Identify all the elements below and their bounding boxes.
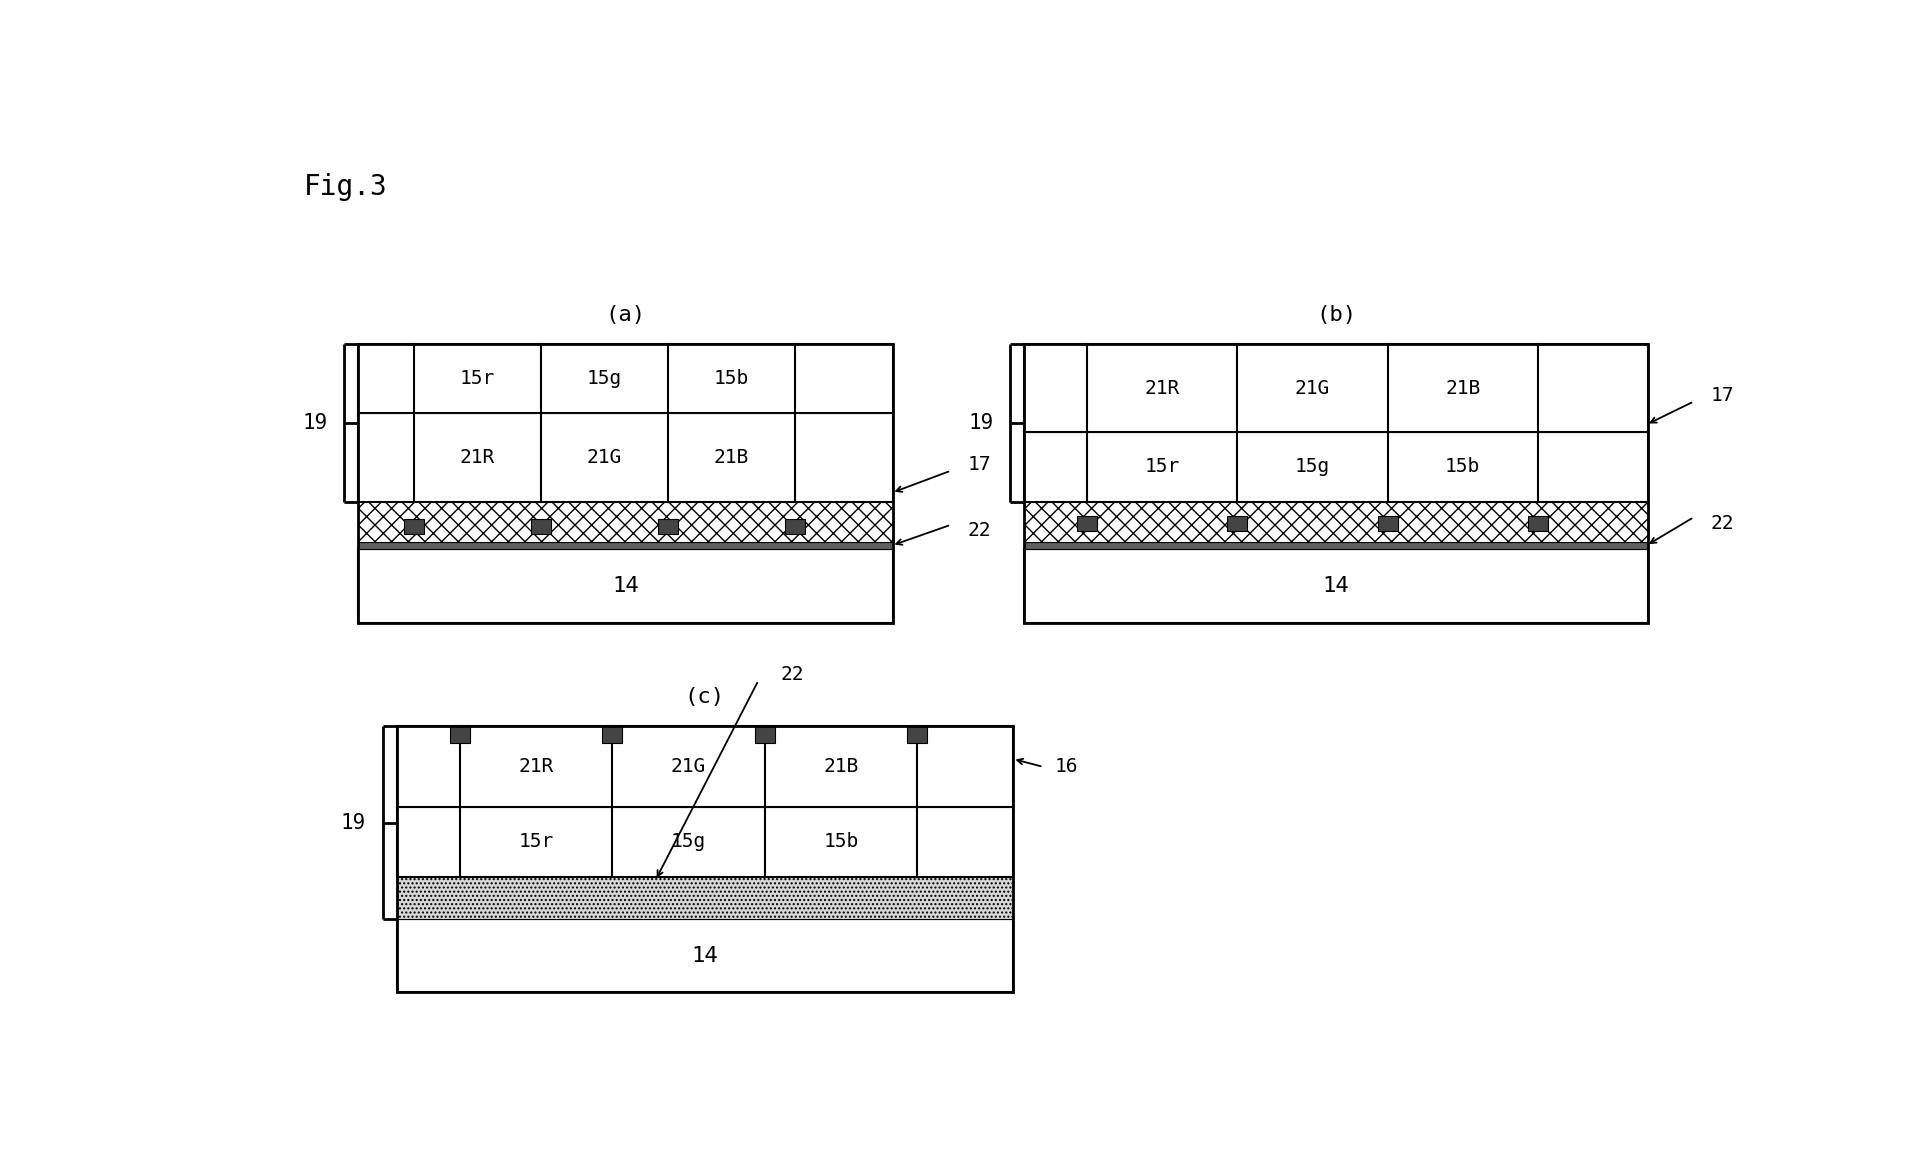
Bar <box>357 413 893 501</box>
Bar <box>396 877 1012 919</box>
Text: 21R: 21R <box>518 758 553 776</box>
Text: 14: 14 <box>692 945 717 966</box>
Bar <box>1024 432 1646 501</box>
Bar <box>357 542 893 549</box>
Bar <box>1227 515 1246 530</box>
Bar <box>357 344 893 623</box>
Bar <box>357 344 893 413</box>
Text: 21B: 21B <box>823 758 858 776</box>
Text: 15r: 15r <box>1144 458 1179 477</box>
Text: 15r: 15r <box>460 369 495 388</box>
Text: 15g: 15g <box>585 369 622 388</box>
Text: 19: 19 <box>968 412 993 433</box>
Bar <box>357 549 893 623</box>
Bar <box>1024 549 1646 623</box>
Text: 15b: 15b <box>1445 458 1480 477</box>
Bar <box>396 807 1012 877</box>
Text: 15g: 15g <box>670 833 705 851</box>
Bar <box>784 519 804 534</box>
Text: (c): (c) <box>684 687 724 707</box>
Text: 21B: 21B <box>713 447 748 467</box>
Bar <box>396 919 1012 992</box>
Text: (a): (a) <box>605 304 645 324</box>
Bar <box>1024 344 1646 432</box>
Text: 17: 17 <box>1710 385 1733 405</box>
Text: 21G: 21G <box>1294 378 1329 398</box>
Bar <box>603 726 622 744</box>
Text: 22: 22 <box>781 665 804 684</box>
Text: 14: 14 <box>1321 576 1349 596</box>
Text: 14: 14 <box>612 576 639 596</box>
Text: 15b: 15b <box>713 369 748 388</box>
Text: Fig.3: Fig.3 <box>303 173 388 201</box>
Bar <box>1024 542 1646 549</box>
Bar <box>1024 501 1646 542</box>
Text: 15g: 15g <box>1294 458 1329 477</box>
Text: 21B: 21B <box>1445 378 1480 398</box>
Text: 15b: 15b <box>823 833 858 851</box>
Bar <box>450 726 469 744</box>
Text: 21G: 21G <box>670 758 705 776</box>
Bar <box>529 519 551 534</box>
Text: 17: 17 <box>968 456 991 474</box>
Bar <box>357 501 893 542</box>
Bar <box>753 726 775 744</box>
Bar <box>396 726 1012 992</box>
Bar <box>906 726 927 744</box>
Text: (b): (b) <box>1316 304 1356 324</box>
Bar <box>1526 515 1548 530</box>
Bar <box>396 726 1012 807</box>
Text: 19: 19 <box>340 813 365 833</box>
Text: 21R: 21R <box>460 447 495 467</box>
Text: 15r: 15r <box>518 833 553 851</box>
Bar <box>404 519 423 534</box>
Text: 22: 22 <box>968 521 991 540</box>
Bar <box>1024 344 1646 623</box>
Text: 19: 19 <box>301 412 327 433</box>
Bar <box>657 519 678 534</box>
Text: 21R: 21R <box>1144 378 1179 398</box>
Bar <box>1076 515 1097 530</box>
Text: 16: 16 <box>1055 758 1078 776</box>
Text: 22: 22 <box>1710 514 1733 533</box>
Text: 21G: 21G <box>585 447 622 467</box>
Bar <box>1378 515 1397 530</box>
